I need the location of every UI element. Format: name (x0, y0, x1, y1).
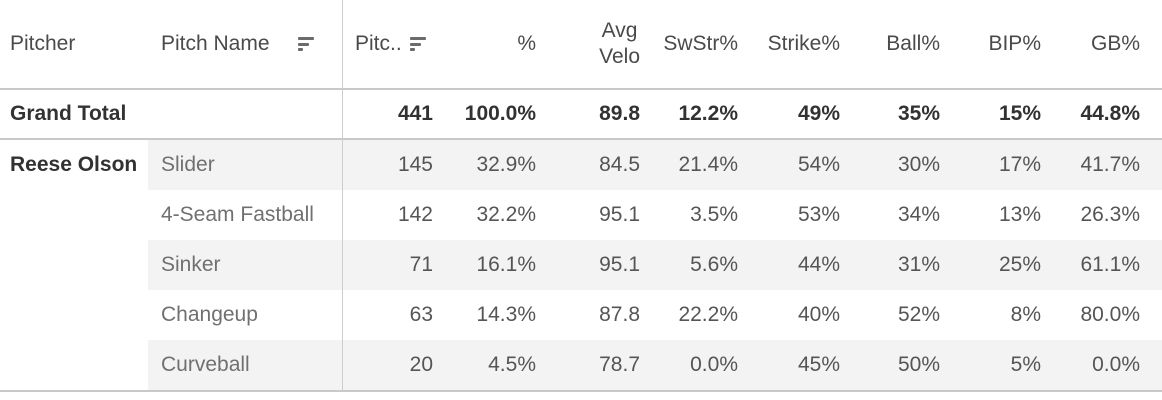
cell-bip[interactable]: 8% (1010, 303, 1041, 326)
pitch-rows: Slider 145 32.9% 84.5 21.4% 54% 30% 17% … (148, 140, 1162, 390)
table-header-row: Pitcher Pitch Name Pitc.. % Avg Velo SwS… (0, 0, 1162, 90)
cell-pitches[interactable]: 441 (342, 90, 455, 138)
pitcher-group: Reese Olson Slider 145 32.9% 84.5 21.4% … (0, 140, 1162, 392)
cell-strike[interactable]: 49% (797, 102, 840, 125)
cell-swstr[interactable]: 0.0% (662, 340, 760, 390)
cell-pct[interactable]: 14.3% (476, 303, 536, 326)
grand-total-label[interactable]: Grand Total (10, 102, 127, 125)
column-header-pitcher: Pitcher (0, 0, 148, 88)
cell-pct[interactable]: 32.2% (476, 203, 536, 226)
table-row: 4-Seam Fastball 142 32.2% 95.1 3.5% 53% … (148, 190, 1162, 240)
cell-swstr[interactable]: 12.2% (678, 102, 738, 125)
table-row: Sinker 71 16.1% 95.1 5.6% 44% 31% 25% 61… (148, 240, 1162, 290)
column-header-label: Pitc.. (355, 32, 402, 55)
column-header-strike: Strike% (760, 0, 862, 88)
cell-bip[interactable]: 25% (962, 240, 1063, 290)
cell-pitch-name[interactable]: Changeup (161, 303, 258, 326)
cell-pct[interactable]: 100.0% (464, 102, 536, 125)
cell-strike[interactable]: 53% (797, 203, 840, 226)
cell-bip[interactable]: 15% (998, 102, 1041, 125)
cell-avg-velo[interactable]: 95.1 (558, 240, 662, 290)
sort-descending-icon[interactable] (409, 37, 426, 51)
cell-swstr[interactable]: 21.4% (662, 140, 760, 190)
pitcher-name-cell[interactable]: Reese Olson (0, 140, 148, 390)
table-row: Slider 145 32.9% 84.5 21.4% 54% 30% 17% … (148, 140, 1162, 190)
cell-pitches[interactable]: 145 (342, 140, 455, 190)
cell-strike[interactable]: 54% (760, 140, 862, 190)
cell-gb[interactable]: 61.1% (1063, 240, 1162, 290)
cell-avg-velo[interactable]: 78.7 (558, 340, 662, 390)
cell-avg-velo[interactable]: 95.1 (599, 203, 640, 226)
cell-ball[interactable]: 34% (897, 203, 940, 226)
table-row: Changeup 63 14.3% 87.8 22.2% 40% 52% 8% … (148, 290, 1162, 340)
pitcher-name: Reese Olson (10, 153, 138, 176)
cell-strike[interactable]: 40% (797, 303, 840, 326)
cell-pct[interactable]: 16.1% (455, 240, 558, 290)
column-header-pct: % (455, 0, 558, 88)
cell-bip[interactable]: 13% (998, 203, 1041, 226)
cell-pitches[interactable]: 142 (342, 190, 455, 240)
cell-strike[interactable]: 44% (760, 240, 862, 290)
cell-avg-velo[interactable]: 84.5 (558, 140, 662, 190)
cell-ball[interactable]: 35% (897, 102, 940, 125)
cell-avg-velo[interactable]: 89.8 (599, 102, 640, 125)
cell-pitches[interactable]: 63 (342, 290, 455, 340)
cell-pitch-name[interactable]: 4-Seam Fastball (161, 203, 314, 226)
column-header-label: Strike% (767, 32, 840, 55)
column-header-label: GB% (1090, 32, 1140, 55)
cell-pitches[interactable]: 20 (342, 340, 455, 390)
column-header-label: % (517, 32, 536, 55)
column-header-swstr: SwStr% (662, 0, 760, 88)
cell-gb[interactable]: 80.0% (1080, 303, 1140, 326)
cell-avg-velo[interactable]: 87.8 (599, 303, 640, 326)
cell-pitch-name[interactable]: Slider (148, 140, 342, 190)
column-header-bip: BIP% (962, 0, 1063, 88)
cell-gb[interactable]: 26.3% (1080, 203, 1140, 226)
cell-pitch-name[interactable]: Sinker (148, 240, 342, 290)
column-header-pitch-name[interactable]: Pitch Name (148, 0, 342, 88)
column-header-avg-velo: Avg Velo (558, 0, 662, 88)
cell-gb[interactable]: 0.0% (1063, 340, 1162, 390)
cell-pct[interactable]: 32.9% (455, 140, 558, 190)
cell-ball[interactable]: 31% (862, 240, 962, 290)
cell-pct[interactable]: 4.5% (455, 340, 558, 390)
cell-gb[interactable]: 41.7% (1063, 140, 1162, 190)
column-header-label: Avg Velo (599, 19, 640, 68)
cell-swstr[interactable]: 5.6% (662, 240, 760, 290)
sort-descending-icon[interactable] (297, 37, 314, 51)
column-header-label: Pitcher (10, 32, 76, 55)
cell-ball[interactable]: 30% (862, 140, 962, 190)
column-header-gb: GB% (1063, 0, 1162, 88)
grand-total-row: Grand Total 441 100.0% 89.8 12.2% 49% 35… (0, 90, 1162, 140)
column-header-label: SwStr% (663, 32, 738, 55)
column-header-label: Pitch Name (161, 32, 270, 55)
cell-pitches[interactable]: 71 (342, 240, 455, 290)
table-row: Curveball 20 4.5% 78.7 0.0% 45% 50% 5% 0… (148, 340, 1162, 390)
column-header-pitches[interactable]: Pitc.. (342, 0, 455, 88)
empty-cell (148, 90, 342, 138)
cell-pitch-name[interactable]: Curveball (148, 340, 342, 390)
cell-swstr[interactable]: 22.2% (678, 303, 738, 326)
cell-swstr[interactable]: 3.5% (690, 203, 738, 226)
cell-strike[interactable]: 45% (760, 340, 862, 390)
cell-bip[interactable]: 17% (962, 140, 1063, 190)
column-header-ball: Ball% (862, 0, 962, 88)
column-header-label: Ball% (886, 32, 940, 55)
column-header-label: BIP% (988, 32, 1041, 55)
cell-gb[interactable]: 44.8% (1080, 102, 1140, 125)
cell-ball[interactable]: 52% (897, 303, 940, 326)
cell-ball[interactable]: 50% (862, 340, 962, 390)
cell-bip[interactable]: 5% (962, 340, 1063, 390)
